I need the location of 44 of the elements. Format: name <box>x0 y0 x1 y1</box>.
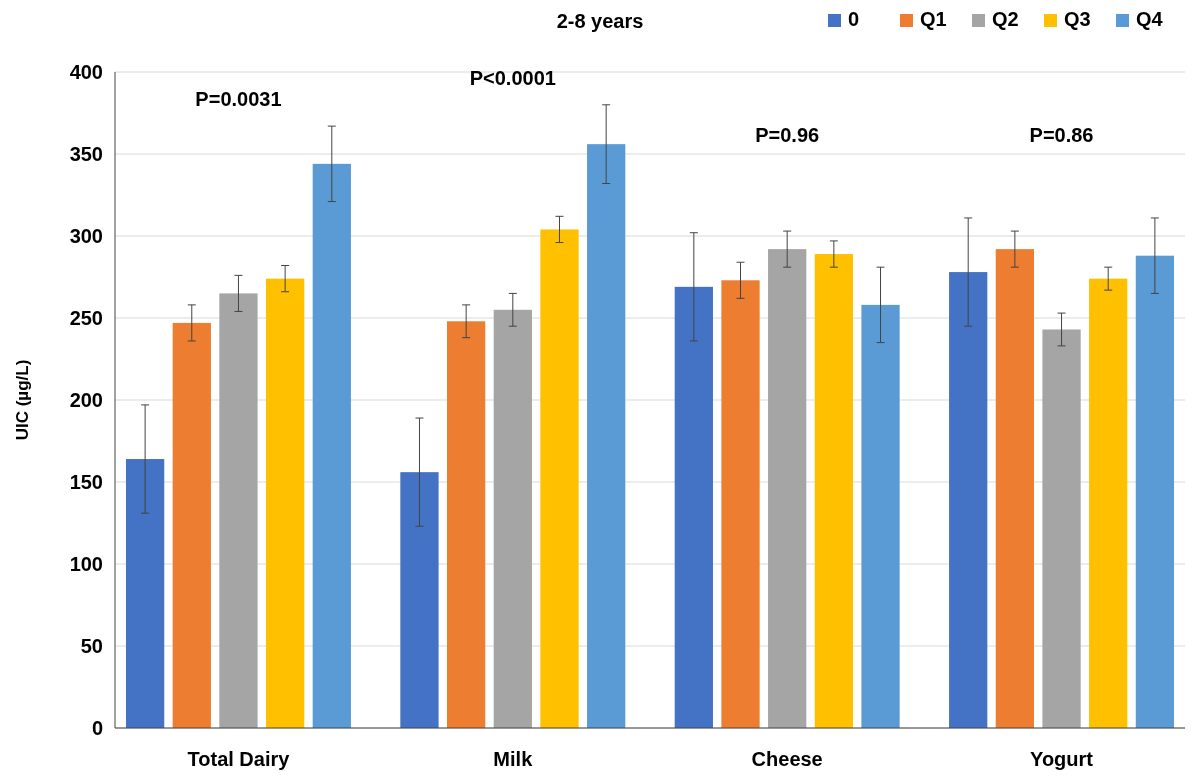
y-tick-label: 50 <box>80 635 103 657</box>
bar <box>447 321 486 728</box>
bar <box>768 249 807 728</box>
chart-title: 2-8 years <box>556 10 644 32</box>
x-tick-label: Milk <box>493 748 534 770</box>
bar <box>587 144 626 728</box>
x-tick-label: Cheese <box>751 748 823 770</box>
x-tick-label: Yogurt <box>1030 748 1094 770</box>
bar <box>125 459 165 728</box>
bar <box>400 472 439 728</box>
bar <box>312 163 351 728</box>
x-tick-label: Total Dairy <box>187 748 291 770</box>
annotation: P<0.0001 <box>469 66 556 89</box>
bar <box>540 229 579 728</box>
bar <box>1089 278 1128 728</box>
bar <box>861 304 900 728</box>
y-tick-label: 250 <box>69 307 103 329</box>
legend-label: Q4 <box>1136 8 1164 30</box>
bar <box>721 280 760 728</box>
bar <box>493 309 532 728</box>
y-tick-label: 400 <box>69 61 103 83</box>
y-tick-label: 150 <box>69 471 103 493</box>
bar <box>219 293 258 728</box>
annotation: P=0.0031 <box>195 88 282 111</box>
y-tick-label: 0 <box>91 717 103 739</box>
bar <box>674 286 713 728</box>
annotation: P=0.96 <box>755 124 820 146</box>
bar <box>1135 255 1175 728</box>
annotation: P=0.86 <box>1029 124 1094 146</box>
bar <box>266 278 305 728</box>
y-axis-title: UIC (µg/L) <box>13 359 32 441</box>
y-tick-label: 100 <box>69 553 103 575</box>
bar <box>172 322 211 728</box>
legend-label: 0 <box>848 8 860 30</box>
bar <box>1042 329 1081 728</box>
y-tick-label: 350 <box>69 143 103 165</box>
bar <box>995 249 1034 728</box>
legend-label: Q3 <box>1064 8 1091 30</box>
y-tick-label: 300 <box>69 225 103 247</box>
legend-label: Q1 <box>920 8 947 30</box>
legend-label: Q2 <box>992 8 1019 30</box>
bar <box>814 254 853 728</box>
y-tick-label: 200 <box>69 389 103 411</box>
bar <box>949 272 988 728</box>
